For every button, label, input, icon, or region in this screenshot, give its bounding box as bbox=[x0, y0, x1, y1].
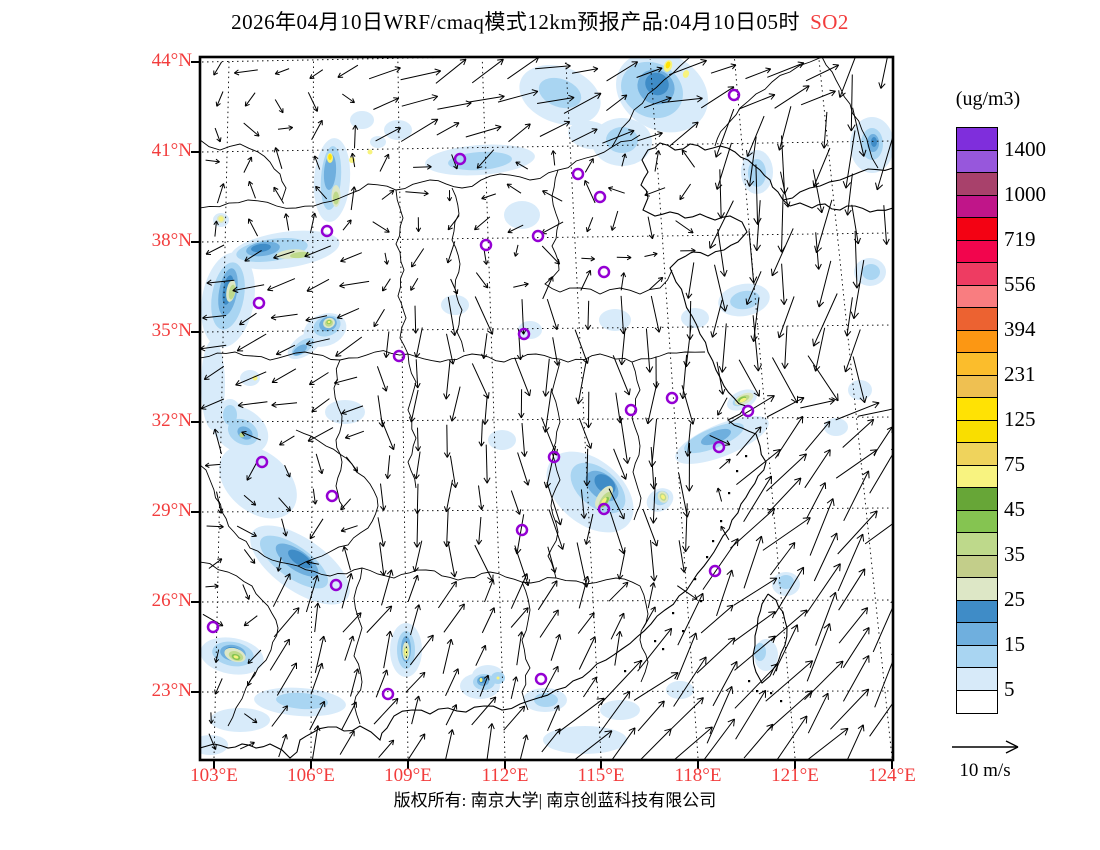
colorbar-cell bbox=[957, 645, 997, 668]
colorbar-cell bbox=[957, 555, 997, 578]
lon-axis-label: 109°E bbox=[384, 765, 432, 786]
lat-axis-label: 29°N bbox=[151, 500, 192, 521]
map-border bbox=[198, 55, 895, 762]
colorbar-tick-label: 556 bbox=[1004, 271, 1036, 296]
lon-axis-label: 106°E bbox=[287, 765, 335, 786]
colorbar-cell bbox=[957, 173, 997, 196]
colorbar-unit-label: (ug/m3) bbox=[955, 88, 1021, 110]
colorbar-tick-label: 75 bbox=[1004, 451, 1025, 476]
colorbar-tick-label: 125 bbox=[1004, 406, 1036, 431]
wind-scale-label: 10 m/s bbox=[959, 760, 1011, 781]
wind-scale-arrow-icon bbox=[952, 740, 1019, 754]
colorbar-cell bbox=[957, 690, 997, 713]
colorbar-tick-label: 1000 bbox=[1004, 181, 1046, 206]
colorbar-cell bbox=[957, 668, 997, 691]
lat-axis-label: 44°N bbox=[151, 50, 192, 71]
graticule bbox=[201, 58, 892, 759]
colorbar-cell bbox=[957, 600, 997, 623]
colorbar-cell bbox=[957, 263, 997, 286]
copyright-text: 版权所有: 南京大学| 南京创蓝科技有限公司 bbox=[393, 791, 717, 810]
wind-scale-legend: 10 m/s bbox=[930, 736, 1040, 788]
colorbar-cell bbox=[957, 398, 997, 421]
colorbar-cell bbox=[957, 240, 997, 263]
lat-axis-label: 26°N bbox=[151, 590, 192, 611]
colorbar-tick-label: 394 bbox=[1004, 316, 1036, 341]
forecast-title-text: 2026年04月10日WRF/cmaq模式12km预报产品:04月10日05时 bbox=[231, 10, 801, 34]
lon-axis-label: 124°E bbox=[868, 765, 916, 786]
lat-axis-label: 41°N bbox=[151, 140, 192, 161]
colorbar-cell bbox=[957, 533, 997, 556]
colorbar-cell bbox=[957, 465, 997, 488]
colorbar-tick-label: 35 bbox=[1004, 541, 1025, 566]
wind-vectors bbox=[201, 58, 892, 759]
colorbar-cell bbox=[957, 510, 997, 533]
colorbar-cell bbox=[957, 195, 997, 218]
colorbar-cell bbox=[957, 150, 997, 173]
lon-axis-label: 112°E bbox=[481, 765, 529, 786]
colorbar-tick-label: 1400 bbox=[1004, 136, 1046, 161]
colorbar bbox=[956, 127, 998, 714]
coastline bbox=[201, 142, 892, 759]
colorbar-cell bbox=[957, 285, 997, 308]
colorbar-tick-label: 719 bbox=[1004, 226, 1036, 251]
lon-axis-label: 121°E bbox=[771, 765, 819, 786]
colorbar-cell bbox=[957, 488, 997, 511]
colorbar-cell bbox=[957, 353, 997, 376]
colorbar-tick-label: 45 bbox=[1004, 496, 1025, 521]
colorbar-cell bbox=[957, 375, 997, 398]
lat-axis-label: 38°N bbox=[151, 230, 192, 251]
lat-axis-label: 32°N bbox=[151, 410, 192, 431]
lat-axis-label: 23°N bbox=[151, 680, 192, 701]
province-borders bbox=[201, 58, 879, 727]
colorbar-tick-label: 231 bbox=[1004, 361, 1036, 386]
colorbar-cell bbox=[957, 308, 997, 331]
colorbar-cell bbox=[957, 578, 997, 601]
axis-ticks bbox=[191, 61, 893, 769]
colorbar-cell bbox=[957, 330, 997, 353]
map-content bbox=[201, 58, 892, 759]
colorbar-cell bbox=[957, 443, 997, 466]
so2-concentration-layer bbox=[201, 58, 892, 755]
colorbar-tick-label: 15 bbox=[1004, 631, 1025, 656]
lon-axis-label: 115°E bbox=[577, 765, 625, 786]
colorbar-tick-label: 5 bbox=[1004, 676, 1015, 701]
colorbar-cell bbox=[957, 218, 997, 241]
lon-axis-label: 103°E bbox=[190, 765, 238, 786]
city-markers bbox=[206, 88, 755, 701]
lat-axis-label: 35°N bbox=[151, 320, 192, 341]
colorbar-cell bbox=[957, 420, 997, 443]
colorbar-cell bbox=[957, 128, 997, 151]
colorbar-cell bbox=[957, 623, 997, 646]
colorbar-tick-label: 25 bbox=[1004, 586, 1025, 611]
lon-axis-label: 118°E bbox=[674, 765, 722, 786]
page-title: 2026年04月10日WRF/cmaq模式12km预报产品:04月10日05时 S… bbox=[0, 6, 1080, 36]
pollutant-label: SO2 bbox=[810, 10, 849, 34]
